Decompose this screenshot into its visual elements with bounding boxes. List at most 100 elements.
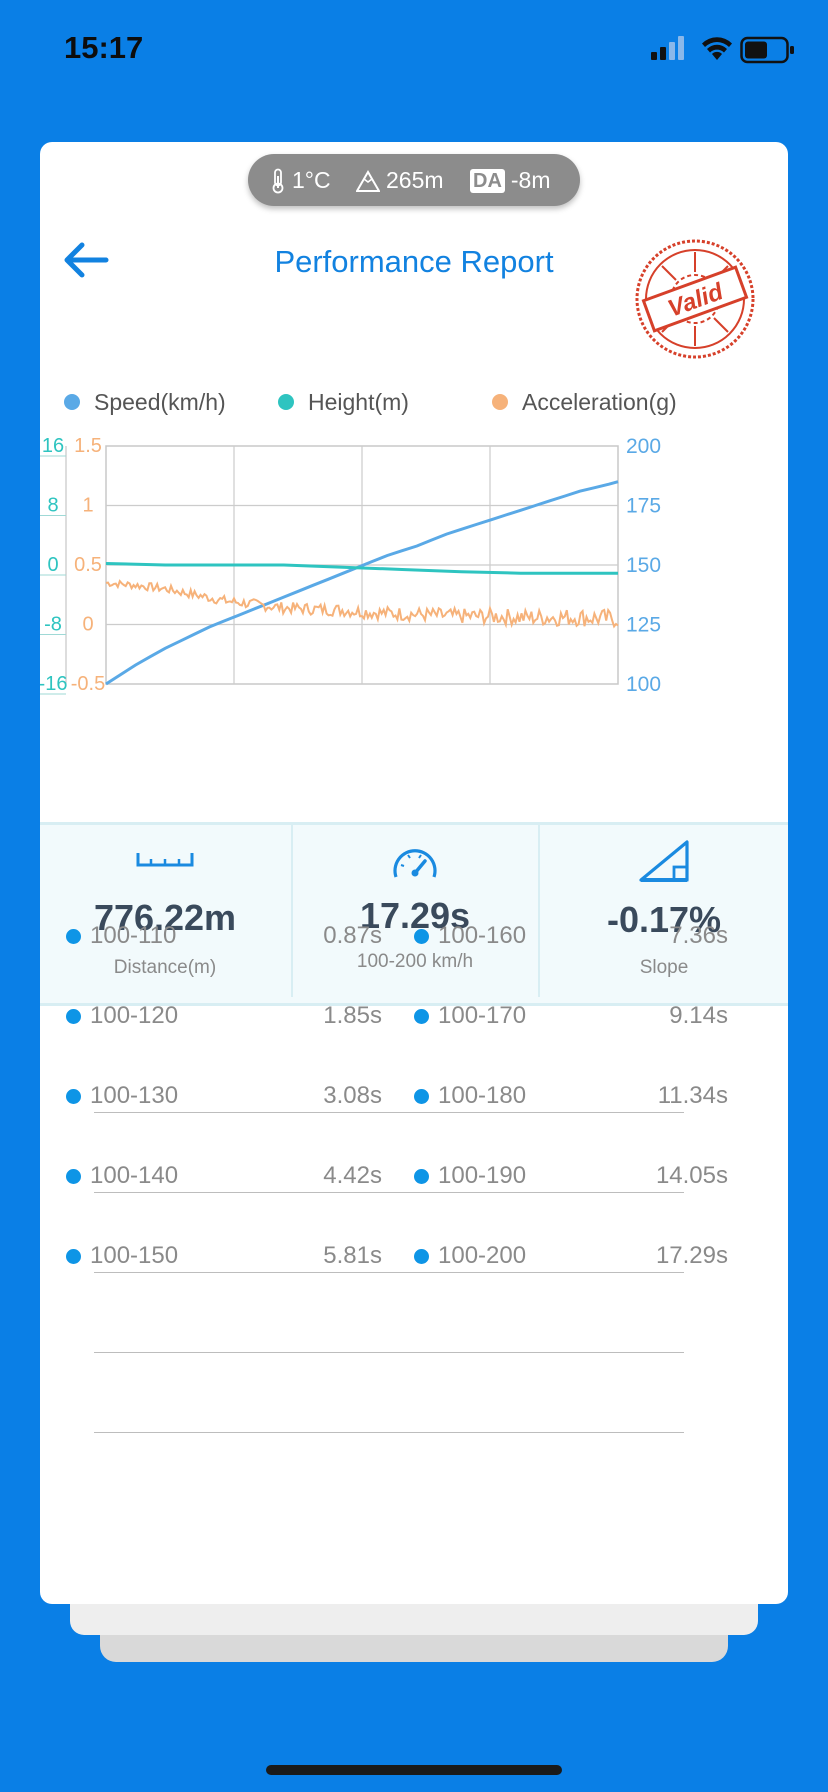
status-bar: 15:17 [0, 0, 828, 100]
temperature-value: 1°C [292, 167, 331, 193]
stats-divider [291, 825, 293, 997]
density-altitude-value: -8m [510, 167, 551, 193]
ruler-icon [136, 853, 194, 867]
slope-label: Slope [639, 957, 689, 978]
home-indicator[interactable] [266, 1765, 562, 1775]
axis-label-acceleration: 1 [82, 495, 93, 517]
split-row: 100-150 5.81s 100-200 17.29s [40, 1218, 788, 1298]
mountain-icon [356, 169, 380, 192]
slope-value: -0.17% [606, 899, 722, 940]
altitude-item: 265m [356, 167, 444, 194]
speedometer-icon [393, 849, 437, 878]
time-value: 17.29s [359, 895, 471, 936]
axis-label-speed: 175 [626, 495, 661, 518]
axis-label-speed: 150 [626, 554, 661, 577]
legend-item-acceleration: Acceleration(g) [492, 385, 677, 419]
split-row: 100-130 3.08s 100-180 11.34s [40, 1058, 788, 1138]
split-range: 100-170 [438, 1002, 527, 1029]
valid-stamp: Valid [635, 239, 755, 359]
stat-time: 17.29s 100-200 km/h [293, 825, 537, 997]
distance-label: Distance(m) [113, 957, 217, 978]
split-time: 3.08s [323, 1082, 382, 1109]
split-range: 100-160 [438, 922, 527, 949]
da-badge: DA [470, 168, 505, 193]
split-bullet [414, 1009, 429, 1024]
axis-label-height: 0 [47, 554, 58, 576]
split-bullet [66, 1009, 81, 1024]
time-label: 100-200 km/h [356, 951, 474, 972]
split-row: 100-110 0.87s 100-160 7.36s [40, 898, 788, 978]
split-time: 4.42s [323, 1162, 382, 1189]
acceleration-series-line [105, 579, 619, 629]
speed-series-line [105, 480, 619, 686]
legend-dot [492, 394, 508, 410]
split-divider [94, 1272, 684, 1273]
wifi-icon [702, 37, 732, 60]
split-divider [94, 1432, 684, 1433]
performance-chart: 16 8 0 -8 -16 1.5 1 0.5 0 -0.5 200 175 150 125 100 [40, 435, 661, 696]
split-bullet [66, 1169, 81, 1184]
stats-panel: 776.22m Distance(m) 17.29s 100-200 km/h [40, 822, 788, 1006]
cellular-signal-icon [651, 36, 684, 60]
legend-dot [278, 394, 294, 410]
split-range: 100-150 [90, 1242, 179, 1269]
slope-icon [639, 840, 689, 882]
axis-label-speed: 125 [626, 614, 661, 637]
page-title: Performance Report [274, 244, 554, 279]
axis-label-height: -8 [44, 614, 62, 636]
battery-icon [740, 36, 794, 64]
stats-divider [538, 825, 540, 997]
split-bullet [66, 1249, 81, 1264]
split-range: 100-190 [438, 1162, 527, 1189]
temperature-item: 1°C [270, 167, 331, 194]
legend-dot [64, 394, 80, 410]
density-altitude-item: DA -8m [470, 167, 551, 194]
axis-label-speed: 100 [626, 673, 661, 696]
split-bullet [66, 929, 81, 944]
split-divider [94, 1192, 684, 1193]
split-bullet [414, 1169, 429, 1184]
split-bullet [414, 1089, 429, 1104]
stat-distance: 776.22m Distance(m) [40, 825, 290, 997]
axis-label-acceleration: 0 [82, 614, 93, 636]
legend-label: Acceleration(g) [522, 388, 677, 415]
split-bullet [66, 1089, 81, 1104]
back-arrow-icon[interactable] [58, 236, 114, 284]
conditions-pill: 1°C 265m DA -8m [248, 154, 580, 206]
split-bullet [414, 929, 429, 944]
split-time: 0.87s [323, 922, 382, 949]
split-range: 100-130 [90, 1082, 179, 1109]
legend-item-speed: Speed(km/h) [64, 385, 226, 419]
legend-item-height: Height(m) [278, 385, 409, 419]
legend-label: Speed(km/h) [94, 388, 226, 415]
split-range: 100-140 [90, 1162, 179, 1189]
thermometer-icon [272, 168, 284, 193]
split-row: 100-120 1.85s 100-170 9.14s [40, 978, 788, 1058]
split-range: 100-200 [438, 1242, 527, 1269]
status-time: 15:17 [64, 30, 144, 65]
split-time: 11.34s [657, 1082, 728, 1109]
axis-label-height: 8 [47, 495, 58, 517]
split-divider [94, 1352, 684, 1353]
distance-value: 776.22m [93, 897, 237, 938]
split-row: 100-140 4.42s 100-190 14.05s [40, 1138, 788, 1218]
legend-label: Height(m) [308, 388, 409, 415]
split-time: 7.36s [669, 922, 728, 949]
height-series-line [105, 562, 618, 575]
split-time: 14.05s [655, 1162, 728, 1189]
split-range: 100-110 [90, 922, 177, 949]
stat-slope: -0.17% Slope [540, 825, 788, 997]
axis-label-height: 16 [42, 435, 64, 457]
axis-label-acceleration: 0.5 [74, 554, 102, 576]
split-divider [94, 1112, 684, 1113]
split-time: 1.85s [323, 1002, 382, 1029]
split-time: 17.29s [655, 1242, 728, 1269]
report-card: 1°C 265m DA -8m Performance Report [40, 142, 788, 1604]
split-time: 9.14s [669, 1002, 728, 1029]
axis-label-acceleration: -0.5 [71, 673, 105, 695]
split-range: 100-180 [438, 1082, 527, 1109]
altitude-value: 265m [386, 167, 444, 193]
split-bullet [414, 1249, 429, 1264]
split-range: 100-120 [90, 1002, 179, 1029]
axis-label-acceleration: 1.5 [74, 435, 102, 457]
